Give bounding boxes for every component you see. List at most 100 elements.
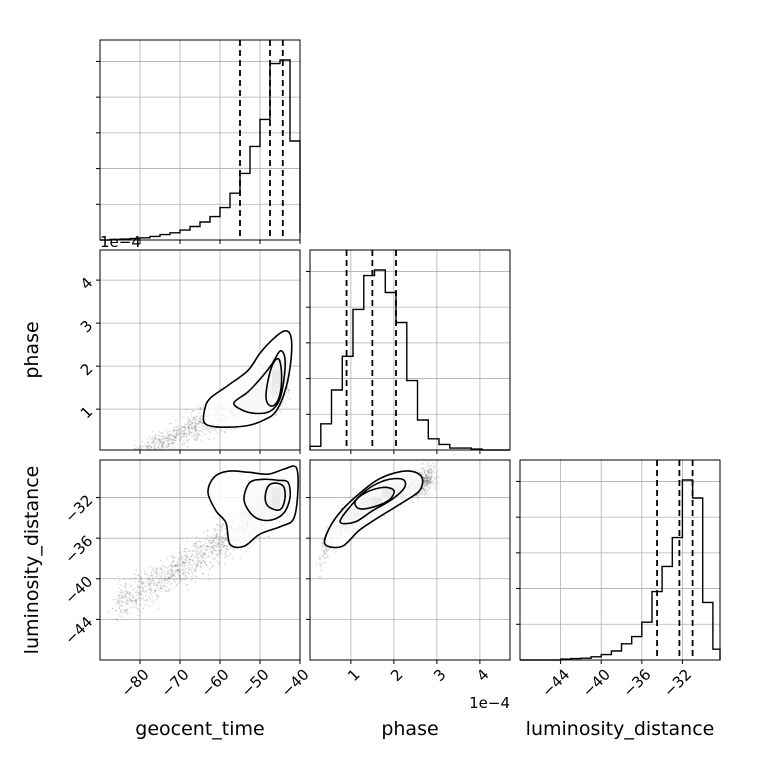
scatter-point-2-0	[131, 600, 134, 603]
scatter-point-2-0	[149, 566, 151, 569]
scatter-point-1-0	[162, 441, 164, 444]
scatter-point-2-0	[117, 591, 120, 593]
scatter-point-1-0	[183, 435, 186, 438]
scatter-point-1-0	[149, 445, 152, 447]
scatter-point-2-1	[426, 465, 429, 468]
scatter-point-2-1	[423, 490, 426, 493]
scatter-point-2-0	[170, 575, 173, 578]
scatter-point-2-0	[196, 556, 199, 559]
scatter-point-2-1	[321, 547, 324, 550]
scatter-point-2-0	[121, 601, 123, 603]
scatter-point-1-0	[167, 434, 170, 437]
scatter-point-2-0	[218, 562, 220, 564]
scatter-point-2-0	[211, 566, 214, 569]
scatter-point-2-0	[134, 599, 137, 602]
scatter-point-2-0	[167, 566, 170, 568]
scatter-point-1-0	[187, 446, 190, 448]
scatter-point-2-0	[214, 536, 217, 539]
scatter-point-2-0	[182, 561, 185, 564]
scatter-point-1-0	[153, 439, 156, 441]
scatter-point-1-0	[153, 447, 156, 449]
scatter-point-1-0	[176, 426, 179, 428]
scatter-point-2-0	[195, 570, 198, 573]
scatter-point-2-0	[168, 573, 171, 575]
scatter-point-2-1	[326, 526, 328, 528]
scatter-point-2-0	[141, 584, 144, 586]
scatter-point-2-0	[169, 576, 172, 579]
scatter-point-1-0	[164, 447, 167, 450]
scatter-point-2-0	[195, 563, 198, 566]
scatter-point-2-0	[210, 550, 213, 553]
scatter-point-2-0	[218, 556, 220, 559]
scatter-point-1-0	[179, 435, 182, 438]
scatter-point-1-0	[198, 426, 201, 429]
scatter-point-2-0	[229, 552, 232, 555]
scatter-point-1-0	[154, 435, 157, 437]
scatter-point-2-0	[163, 584, 166, 587]
scatter-point-1-0	[156, 434, 159, 437]
scatter-point-2-0	[217, 554, 220, 556]
scatter-point-2-1	[428, 479, 431, 482]
scatter-point-1-0	[192, 438, 195, 441]
scatter-point-2-0	[211, 545, 214, 548]
scatter-point-2-1	[422, 462, 425, 465]
scatter-point-1-0	[171, 445, 174, 447]
scatter-point-2-0	[134, 581, 137, 583]
scatter-point-1-0	[190, 427, 193, 429]
scatter-point-2-0	[141, 589, 144, 592]
scatter-point-1-0	[275, 414, 277, 416]
scatter-point-2-0	[137, 597, 140, 600]
scatter-point-2-0	[156, 586, 159, 589]
scatter-point-1-0	[200, 439, 203, 442]
scatter-point-1-0	[181, 416, 184, 419]
scatter-point-2-0	[139, 610, 141, 613]
scatter-point-2-0	[211, 551, 213, 554]
scatter-point-2-0	[198, 559, 201, 562]
scatter-point-2-0	[227, 547, 230, 550]
scatter-point-2-0	[197, 561, 200, 564]
scatter-point-2-0	[213, 544, 216, 547]
scatter-point-2-0	[221, 536, 224, 539]
scatter-point-2-0	[132, 597, 134, 600]
scatter-point-1-0	[188, 434, 191, 437]
scatter-point-1-0	[169, 433, 172, 436]
scatter-point-2-0	[162, 585, 165, 587]
scatter-point-1-0	[178, 429, 181, 431]
scatter-point-2-0	[226, 545, 229, 548]
scatter-point-2-0	[207, 529, 209, 532]
scatter-point-2-0	[118, 586, 121, 589]
scatter-point-2-0	[119, 611, 122, 613]
scatter-point-2-0	[171, 565, 174, 568]
scatter-point-2-0	[147, 574, 150, 576]
scatter-point-2-0	[148, 605, 151, 608]
scatter-point-2-0	[183, 564, 186, 566]
scatter-point-2-0	[159, 567, 162, 570]
scatter-point-2-0	[181, 561, 183, 564]
scatter-point-2-0	[124, 582, 127, 585]
scatter-point-1-0	[212, 427, 215, 430]
scatter-point-2-0	[124, 609, 127, 611]
scatter-point-1-0	[175, 429, 178, 432]
scatter-point-1-0	[138, 447, 140, 450]
scatter-point-1-0	[199, 420, 202, 423]
scatter-point-2-0	[158, 582, 161, 584]
scatter-point-2-0	[245, 550, 248, 553]
scatter-point-1-0	[284, 403, 287, 406]
scatter-point-2-0	[185, 584, 188, 586]
scatter-point-2-1	[434, 487, 436, 490]
scatter-point-2-0	[189, 558, 191, 561]
histogram-luminosity_distance	[520, 479, 721, 661]
scatter-point-2-0	[171, 565, 174, 568]
scatter-point-2-0	[185, 540, 188, 543]
scatter-point-2-0	[157, 575, 160, 578]
scatter-point-1-0	[166, 440, 169, 443]
scatter-point-2-0	[123, 596, 125, 598]
scatter-point-2-0	[220, 540, 223, 543]
scatter-point-2-0	[190, 570, 193, 572]
scatter-point-2-0	[177, 565, 179, 568]
scatter-point-1-0	[200, 406, 202, 409]
scatter-point-1-0	[153, 437, 156, 440]
scatter-point-2-0	[195, 545, 197, 548]
scatter-point-1-0	[182, 433, 185, 435]
scatter-point-2-0	[107, 610, 110, 613]
